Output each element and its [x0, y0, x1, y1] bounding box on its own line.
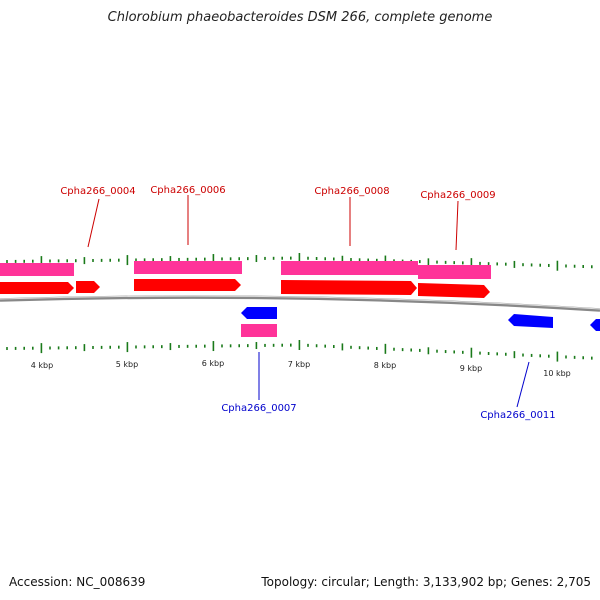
gene-block [281, 261, 418, 275]
gene-label-cpha266-0011: Cpha266_0011 [480, 410, 555, 421]
gene-label-cpha266-0009: Cpha266_0009 [420, 190, 495, 201]
cds-forward-arrow [281, 280, 417, 295]
gene-label-cpha266-0008: Cpha266_0008 [314, 186, 389, 197]
cds-reverse-arrow [508, 314, 553, 328]
tick-label-5kbp: 5 kbp [116, 360, 138, 369]
gene-block [0, 263, 74, 276]
cds-forward-arrow [134, 279, 241, 291]
cds-reverse-arrow [590, 319, 600, 331]
gene-block [134, 261, 242, 274]
tick-label-10kbp: 10 kbp [543, 369, 571, 378]
tick-label-4kbp: 4 kbp [31, 361, 53, 370]
genome-backbone-highlight [0, 295, 600, 310]
label-connector [87, 198, 100, 248]
label-connector [455, 200, 459, 251]
cds-forward-arrow [76, 281, 100, 293]
gene-block [241, 324, 277, 337]
label-connector [516, 361, 530, 408]
cds-forward-arrow [0, 282, 74, 294]
tick-label-7kbp: 7 kbp [288, 360, 310, 369]
gene-block [418, 265, 491, 279]
genome-summary: Topology: circular; Length: 3,133,902 bp… [261, 575, 591, 589]
accession-label: Accession: NC_008639 [9, 575, 146, 589]
tick-label-6kbp: 6 kbp [202, 359, 224, 368]
cds-forward-arrow [418, 283, 490, 298]
gene-label-cpha266-0007: Cpha266_0007 [221, 403, 296, 414]
gene-label-cpha266-0006: Cpha266_0006 [150, 185, 225, 196]
genome-backbone [0, 295, 600, 312]
gene-label-cpha266-0004: Cpha266_0004 [60, 186, 135, 197]
upper-tick-track [6, 253, 593, 271]
tick-label-9kbp: 9 kbp [460, 364, 482, 373]
cds-reverse-arrow [241, 307, 277, 319]
tick-label-8kbp: 8 kbp [374, 361, 396, 370]
lower-tick-track [6, 340, 593, 362]
map-title: Chlorobium phaeobacteroides DSM 266, com… [107, 10, 493, 25]
